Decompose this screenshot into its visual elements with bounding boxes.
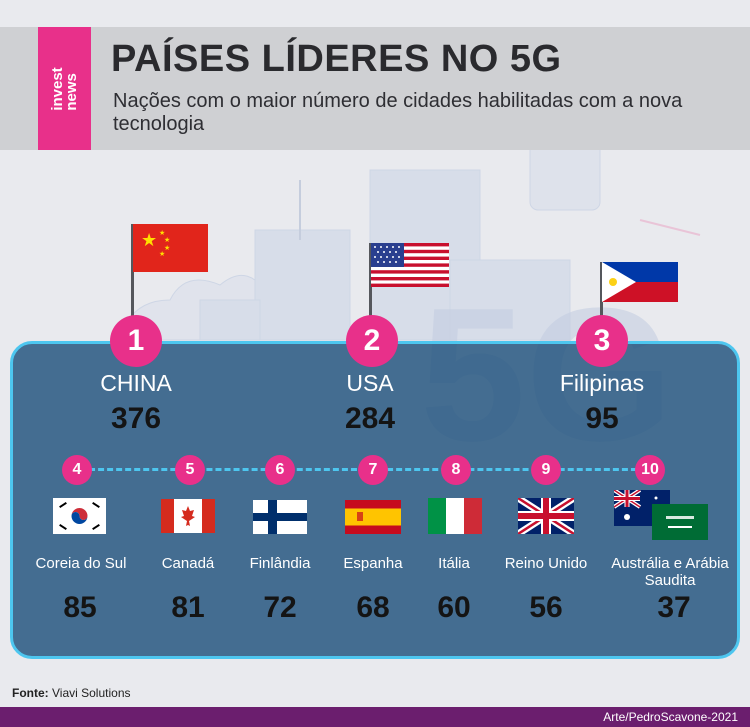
country-value-australia-saudi: 37	[657, 591, 691, 624]
country-value-china: 376	[110, 402, 162, 435]
usa-flag	[371, 243, 449, 287]
svg-text:★: ★	[159, 250, 165, 258]
country-value-south-korea: 85	[63, 591, 97, 624]
rank-7-badge: 7	[358, 455, 388, 485]
svg-text:★: ★	[141, 230, 157, 251]
logo-text: invest news	[48, 66, 80, 111]
source-note: Fonte: Viavi Solutions	[12, 686, 131, 700]
canada-flag	[161, 499, 215, 533]
header-band	[0, 27, 750, 150]
country-name-philippines: Filipinas	[559, 370, 645, 396]
country-value-uk: 56	[529, 591, 563, 624]
usa-flag-pole	[369, 243, 372, 318]
spain-flag	[345, 500, 401, 534]
country-value-spain: 68	[356, 591, 390, 624]
country-name-usa: USA	[346, 370, 394, 396]
rank-1-badge: 1	[110, 315, 162, 367]
country-name-china: CHINA	[100, 370, 172, 396]
australia-flag	[614, 490, 670, 526]
footer-bar: Arte/PedroScavone-2021	[0, 707, 750, 727]
country-value-canada: 81	[171, 591, 205, 624]
china-flag-pole	[131, 224, 134, 316]
country-value-italy: 60	[437, 591, 471, 624]
country-name-australia-saudi: Austrália e Arábia Saudita	[611, 555, 729, 589]
country-name-italy: Itália	[438, 555, 470, 572]
rank-9-badge: 9	[531, 455, 561, 485]
page-title: PAÍSES LÍDERES NO 5G	[111, 38, 562, 80]
svg-text:★: ★	[159, 229, 165, 237]
country-value-usa: 284	[344, 402, 396, 435]
uk-flag	[518, 498, 574, 534]
country-name-uk: Reino Unido	[504, 555, 588, 572]
rank-5-badge: 5	[175, 455, 205, 485]
country-name-south-korea: Coreia do Sul	[35, 555, 127, 572]
source-value: Viavi Solutions	[52, 686, 131, 700]
source-label: Fonte:	[12, 686, 49, 700]
art-credit: Arte/PedroScavone-2021	[603, 710, 738, 724]
rank-4-badge: 4	[62, 455, 92, 485]
country-name-canada: Canadá	[161, 555, 215, 572]
page-subtitle: Nações com o maior número de cidades hab…	[113, 90, 683, 135]
philippines-flag	[602, 262, 678, 302]
south-korea-flag	[53, 498, 106, 534]
saudi-arabia-flag	[652, 504, 708, 540]
rank-10-badge: 10	[635, 455, 665, 485]
china-flag: ★ ★ ★ ★ ★	[133, 224, 208, 272]
italy-flag	[428, 498, 482, 534]
rank-8-badge: 8	[441, 455, 471, 485]
svg-text:★: ★	[164, 244, 170, 252]
philippines-flag-pole	[600, 262, 603, 318]
svg-text:★: ★	[164, 236, 170, 244]
country-value-finland: 72	[263, 591, 297, 624]
finland-flag	[253, 500, 307, 534]
country-value-philippines: 95	[585, 402, 619, 435]
country-name-spain: Espanha	[343, 555, 403, 572]
rank-2-badge: 2	[346, 315, 398, 367]
rank-6-badge: 6	[265, 455, 295, 485]
investnews-logo: invest news	[38, 27, 91, 150]
rank-3-badge: 3	[576, 315, 628, 367]
country-name-finland: Finlândia	[249, 555, 311, 572]
